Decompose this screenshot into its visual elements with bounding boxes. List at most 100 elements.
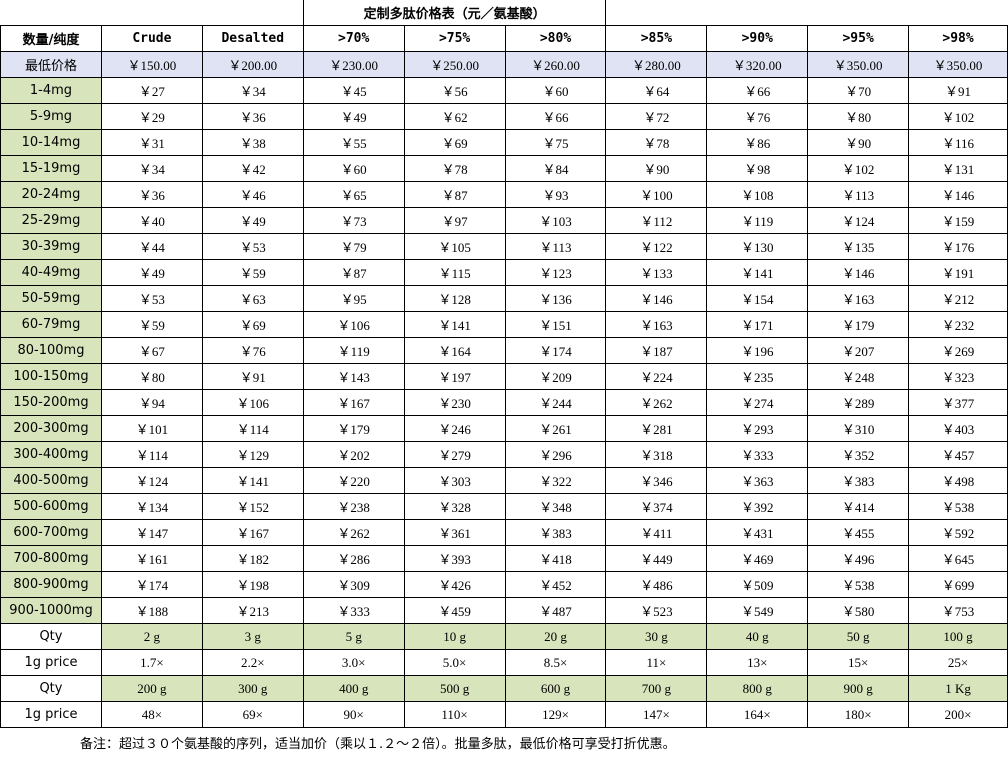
price-cell: ￥699 <box>908 571 1008 598</box>
price-cell: ￥196 <box>706 337 809 364</box>
price-cell: ￥64 <box>605 77 708 104</box>
row-label: Qty <box>0 675 102 702</box>
price-cell: ￥459 <box>403 597 506 624</box>
price-cell: ￥187 <box>605 337 708 364</box>
multiplier-cell: 1.7× <box>100 649 203 676</box>
price-cell: ￥141 <box>201 467 304 494</box>
price-cell: ￥90 <box>605 155 708 182</box>
price-cell: ￥191 <box>908 259 1008 286</box>
multiplier-cell: 5.0× <box>403 649 506 676</box>
qty-cell: 100 g <box>908 623 1008 650</box>
price-cell: ￥250.00 <box>403 51 506 78</box>
price-cell: ￥53 <box>201 233 304 260</box>
price-cell: ￥171 <box>706 311 809 338</box>
price-cell: ￥62 <box>403 103 506 130</box>
price-cell: ￥262 <box>605 389 708 416</box>
price-cell: ￥179 <box>302 415 405 442</box>
bulk-price-row: 1g price 48× 69× 90× 110× 129× 147× 164× 180× 200… <box>0 701 1008 728</box>
price-cell: ￥34 <box>201 77 304 104</box>
price-cell: ￥80 <box>100 363 203 390</box>
price-cell: ￥72 <box>605 103 708 130</box>
price-cell: ￥333 <box>302 597 405 624</box>
price-cell: ￥164 <box>403 337 506 364</box>
column-header: >95% <box>807 25 910 52</box>
price-cell: ￥457 <box>908 441 1008 468</box>
price-cell: ￥69 <box>403 129 506 156</box>
price-cell: ￥202 <box>302 441 405 468</box>
price-cell: ￥212 <box>908 285 1008 312</box>
price-cell: ￥403 <box>908 415 1008 442</box>
min-price-row: 最低价格 ￥150.00 ￥200.00 ￥230.00 ￥250.00 ￥260.00 ￥… <box>0 51 1008 78</box>
price-cell: ￥449 <box>605 545 708 572</box>
multiplier-cell: 11× <box>605 649 708 676</box>
price-cell: ￥100 <box>605 181 708 208</box>
qty-cell: 900 g <box>807 675 910 702</box>
price-cell: ￥45 <box>302 77 405 104</box>
price-cell: ￥197 <box>403 363 506 390</box>
row-label: 500-600mg <box>0 493 102 520</box>
price-cell: ￥113 <box>807 181 910 208</box>
price-cell: ￥38 <box>201 129 304 156</box>
table-row: 40-49mg ￥49 ￥59 ￥87 ￥115 ￥123 ￥133 ￥141 ￥146 ￥191 <box>0 259 1008 286</box>
qty-cell: 200 g <box>100 675 203 702</box>
price-cell: ￥418 <box>504 545 607 572</box>
price-cell: ￥414 <box>807 493 910 520</box>
price-cell: ￥134 <box>100 493 203 520</box>
price-cell: ￥279 <box>403 441 506 468</box>
price-cell: ￥393 <box>403 545 506 572</box>
row-label: 5-9mg <box>0 103 102 130</box>
price-cell: ￥143 <box>302 363 405 390</box>
price-cell: ￥350.00 <box>807 51 910 78</box>
column-header: >98% <box>908 25 1008 52</box>
column-header: >80% <box>504 25 607 52</box>
row-label: 600-700mg <box>0 519 102 546</box>
price-cell: ￥296 <box>504 441 607 468</box>
price-cell: ￥97 <box>403 207 506 234</box>
qty-cell: 300 g <box>201 675 304 702</box>
price-cell: ￥310 <box>807 415 910 442</box>
price-cell: ￥260.00 <box>504 51 607 78</box>
row-label: 20-24mg <box>0 181 102 208</box>
price-cell: ￥318 <box>605 441 708 468</box>
price-cell: ￥86 <box>706 129 809 156</box>
column-header: Crude <box>100 25 203 52</box>
row-label: 40-49mg <box>0 259 102 286</box>
price-cell: ￥129 <box>201 441 304 468</box>
price-cell: ￥346 <box>605 467 708 494</box>
price-cell: ￥150.00 <box>100 51 203 78</box>
price-cell: ￥90 <box>807 129 910 156</box>
price-cell: ￥105 <box>403 233 506 260</box>
price-cell: ￥246 <box>403 415 506 442</box>
price-cell: ￥79 <box>302 233 405 260</box>
row-label: 80-100mg <box>0 337 102 364</box>
price-cell: ￥350.00 <box>908 51 1008 78</box>
price-cell: ￥80 <box>807 103 910 130</box>
row-label: 50-59mg <box>0 285 102 312</box>
price-cell: ￥645 <box>908 545 1008 572</box>
price-cell: ￥348 <box>504 493 607 520</box>
corner-header: 数量/纯度 <box>0 25 102 52</box>
price-cell: ￥94 <box>100 389 203 416</box>
price-cell: ￥59 <box>201 259 304 286</box>
price-cell: ￥159 <box>908 207 1008 234</box>
footnote: 备注：超过３０个氨基酸的序列，适当加价（乘以１.２～２倍）。批量多肽，最低价格可… <box>80 737 676 752</box>
qty-cell: 400 g <box>302 675 405 702</box>
price-cell: ￥281 <box>605 415 708 442</box>
price-cell: ￥235 <box>706 363 809 390</box>
row-label: 10-14mg <box>0 129 102 156</box>
price-cell: ￥538 <box>908 493 1008 520</box>
price-cell: ￥112 <box>605 207 708 234</box>
qty-cell: 10 g <box>403 623 506 650</box>
column-header: >75% <box>403 25 506 52</box>
price-cell: ￥220 <box>302 467 405 494</box>
price-cell: ￥76 <box>201 337 304 364</box>
price-cell: ￥580 <box>807 597 910 624</box>
price-cell: ￥383 <box>807 467 910 494</box>
blank-cell <box>202 0 303 26</box>
price-cell: ￥49 <box>201 207 304 234</box>
price-cell: ￥42 <box>201 155 304 182</box>
row-label: 800-900mg <box>0 571 102 598</box>
price-cell: ￥49 <box>302 103 405 130</box>
column-header: >85% <box>605 25 708 52</box>
